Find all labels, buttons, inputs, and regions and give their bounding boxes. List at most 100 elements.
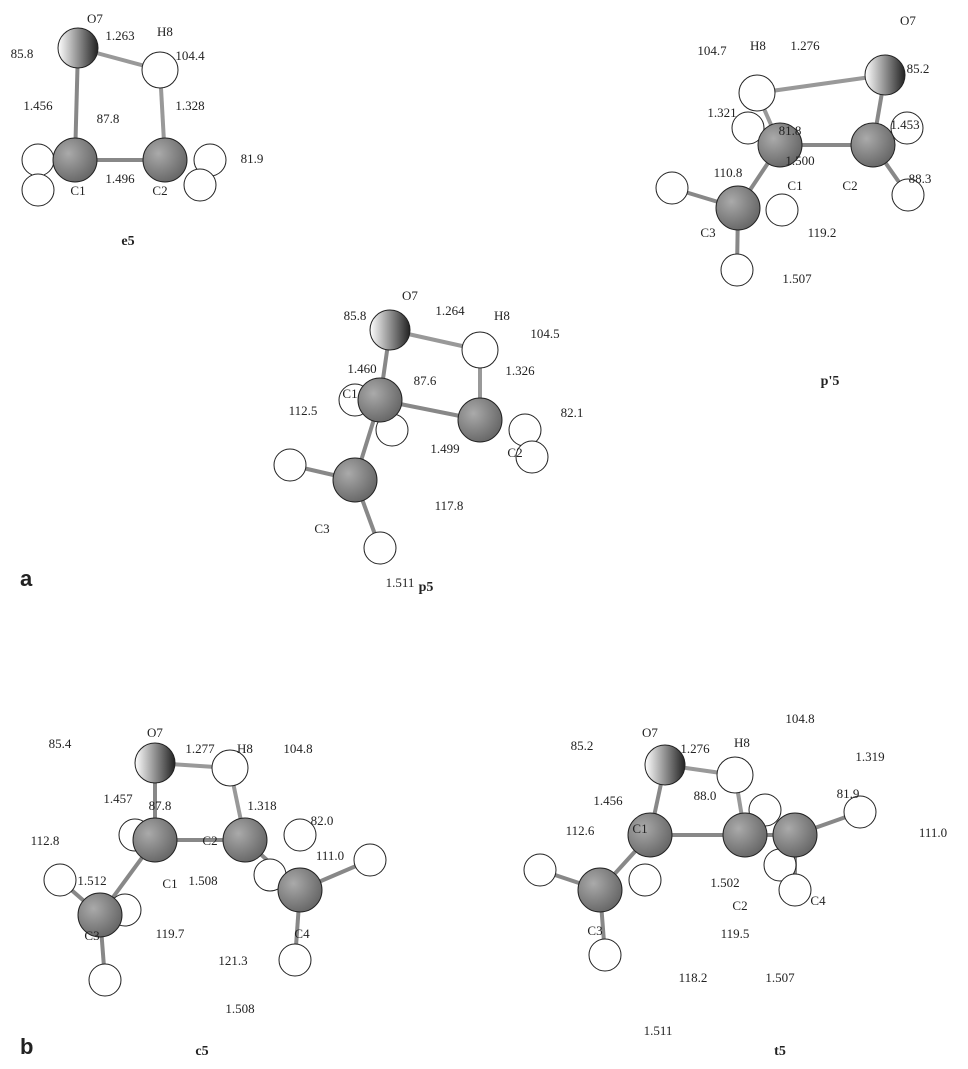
atom <box>458 398 502 442</box>
atom-or-parameter-label: C3 <box>700 225 715 240</box>
atom <box>462 332 498 368</box>
atom <box>223 818 267 862</box>
atom-or-parameter-label: 88.3 <box>909 171 932 186</box>
atom-or-parameter-label: 81.9 <box>837 786 860 801</box>
atom-or-parameter-label: 1.457 <box>103 791 133 806</box>
atom-or-parameter-label: 1.512 <box>77 873 106 888</box>
atom <box>184 169 216 201</box>
atom-or-parameter-label: 1.496 <box>105 171 135 186</box>
atom-or-parameter-label: C1 <box>342 386 357 401</box>
atom <box>717 757 753 793</box>
atom-or-parameter-label: 112.5 <box>289 403 318 418</box>
atom-or-parameter-label: 121.3 <box>218 953 247 968</box>
atom <box>278 868 322 912</box>
atom-or-parameter-label: 118.2 <box>679 970 708 985</box>
molecule-name: c5 <box>195 1044 208 1059</box>
atom-or-parameter-label: 1.328 <box>175 98 204 113</box>
atom-or-parameter-label: 1.264 <box>435 303 465 318</box>
atom-or-parameter-label: 1.499 <box>430 441 459 456</box>
atom <box>44 864 76 896</box>
atom <box>524 854 556 886</box>
atom <box>89 964 121 996</box>
atom-or-parameter-label: 88.0 <box>694 788 717 803</box>
atom-or-parameter-label: 1.507 <box>765 970 795 985</box>
atom-or-parameter-label: 1.263 <box>105 28 134 43</box>
atom-or-parameter-label: 1.326 <box>505 363 535 378</box>
atom <box>22 174 54 206</box>
atom-or-parameter-label: C1 <box>787 178 802 193</box>
atom <box>142 52 178 88</box>
atom-or-parameter-label: 111.0 <box>316 848 344 863</box>
atom-or-parameter-label: 1.511 <box>386 575 415 590</box>
atom-or-parameter-label: C1 <box>632 821 647 836</box>
atom <box>865 55 905 95</box>
atom <box>370 310 410 350</box>
atom <box>58 28 98 68</box>
atom-or-parameter-label: 85.8 <box>11 46 34 61</box>
atom <box>53 138 97 182</box>
atom-or-parameter-label: 1.508 <box>225 1001 254 1016</box>
atom <box>716 186 760 230</box>
atom-or-parameter-label: 85.8 <box>344 308 367 323</box>
atom-or-parameter-label: C4 <box>810 893 826 908</box>
atom <box>766 194 798 226</box>
atom <box>589 939 621 971</box>
atom-or-parameter-label: 82.1 <box>561 405 584 420</box>
atom-or-parameter-label: 1.453 <box>890 117 919 132</box>
atom-or-parameter-label: 1.277 <box>185 741 215 756</box>
atom <box>364 532 396 564</box>
atom-or-parameter-label: C1 <box>70 183 85 198</box>
atom <box>656 172 688 204</box>
atom-or-parameter-label: 1.276 <box>680 741 710 756</box>
atom-or-parameter-label: 1.318 <box>247 798 276 813</box>
atom-or-parameter-label: 104.8 <box>283 741 312 756</box>
atom-or-parameter-label: C2 <box>842 178 857 193</box>
atom-or-parameter-label: 1.508 <box>188 873 217 888</box>
molecule-name: p'5 <box>821 374 840 389</box>
atom-or-parameter-label: O7 <box>87 11 103 26</box>
atom-or-parameter-label: O7 <box>402 288 418 303</box>
atom-or-parameter-label: 87.8 <box>97 111 120 126</box>
atom-or-parameter-label: 119.5 <box>721 926 750 941</box>
atom-or-parameter-label: 104.7 <box>697 43 727 58</box>
atom-or-parameter-label: C3 <box>314 521 329 536</box>
atom-or-parameter-label: 85.2 <box>907 61 930 76</box>
atom-or-parameter-label: 1.321 <box>707 105 736 120</box>
atom <box>333 458 377 502</box>
atom-or-parameter-label: 104.5 <box>530 326 559 341</box>
atom-or-parameter-label: 1.500 <box>785 153 814 168</box>
atom-or-parameter-label: 104.8 <box>785 711 814 726</box>
atom-or-parameter-label: 1.276 <box>790 38 820 53</box>
atom-or-parameter-label: 117.8 <box>435 498 464 513</box>
atom <box>779 874 811 906</box>
atom <box>578 868 622 912</box>
atom-or-parameter-label: H8 <box>157 24 173 39</box>
atom-or-parameter-label: 119.7 <box>156 926 185 941</box>
panel-label: a <box>20 566 33 591</box>
atom-or-parameter-label: 1.502 <box>710 875 739 890</box>
atom-or-parameter-label: 1.456 <box>23 98 53 113</box>
atom-or-parameter-label: 104.4 <box>175 48 205 63</box>
atom-or-parameter-label: 112.8 <box>31 833 60 848</box>
atom-or-parameter-label: 1.460 <box>347 361 376 376</box>
molecule-name: t5 <box>774 1044 786 1059</box>
atom-or-parameter-label: C3 <box>587 923 602 938</box>
atom <box>133 818 177 862</box>
atom-or-parameter-label: O7 <box>147 725 163 740</box>
atom-or-parameter-label: C2 <box>732 898 747 913</box>
atom-or-parameter-label: C4 <box>294 926 310 941</box>
atom-or-parameter-label: 111.0 <box>919 825 947 840</box>
atom-or-parameter-label: 81.8 <box>779 123 802 138</box>
atom-or-parameter-label: 87.6 <box>414 373 437 388</box>
atom-or-parameter-label: 119.2 <box>808 225 837 240</box>
atom-or-parameter-label: H8 <box>494 308 510 323</box>
atom <box>358 378 402 422</box>
figure: a O7 H8 85.8 1.263 104.4 1.456 87.8 1.328 81.9 C1 1… <box>0 0 968 1069</box>
atom-or-parameter-label: O7 <box>900 13 916 28</box>
atom-or-parameter-label: 82.0 <box>311 813 334 828</box>
atom <box>135 743 175 783</box>
atom-or-parameter-label: 110.8 <box>714 165 743 180</box>
atom-or-parameter-label: O7 <box>642 725 658 740</box>
atom-or-parameter-label: 112.6 <box>566 823 595 838</box>
atom-or-parameter-label: 1.511 <box>644 1023 673 1038</box>
